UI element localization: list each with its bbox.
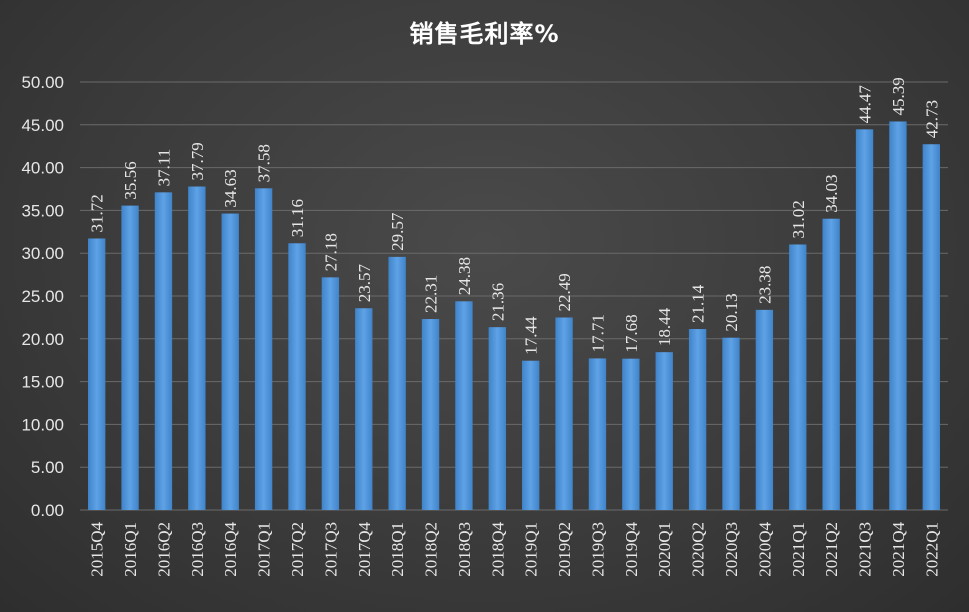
x-tick-label: 2020Q1 (655, 522, 674, 577)
data-label: 23.38 (755, 266, 774, 304)
bar (455, 301, 473, 510)
x-tick-label: 2018Q3 (455, 522, 474, 577)
data-label: 31.16 (288, 199, 307, 237)
x-tick-label: 2019Q1 (522, 522, 541, 577)
bar (755, 309, 774, 510)
x-tick-label: 2019Q4 (622, 522, 641, 577)
x-tick-label: 2016Q2 (154, 522, 173, 577)
bar (588, 358, 607, 510)
data-label: 18.44 (655, 307, 674, 346)
bar (855, 129, 874, 511)
bars (88, 121, 940, 511)
bar (254, 188, 273, 511)
data-label: 20.13 (722, 293, 741, 331)
data-label: 23.57 (355, 263, 374, 302)
bar (488, 327, 506, 510)
x-tick-label: 2021Q2 (822, 522, 841, 577)
data-label: 31.72 (88, 194, 107, 232)
bar (321, 277, 340, 510)
x-tick-label: 2021Q3 (856, 522, 875, 577)
x-tick-label: 2020Q4 (755, 522, 774, 577)
bar (922, 144, 940, 510)
x-tick-label: 2017Q2 (288, 522, 307, 577)
x-tick-label: 2018Q2 (422, 522, 441, 577)
bar (722, 337, 740, 510)
bar (388, 256, 406, 510)
y-tick-label: 20.00 (21, 330, 64, 349)
y-axis-ticks: 0.00 5.00 10.00 15.00 20.00 25.00 30.00 35.00 40… (21, 73, 64, 520)
bar (355, 308, 373, 510)
y-tick-label: 15.00 (21, 373, 64, 392)
y-tick-label: 10.00 (21, 415, 64, 434)
bar (221, 213, 239, 510)
bar (522, 360, 540, 510)
data-label: 21.14 (689, 284, 708, 323)
data-labels: 31.72 35.56 37.11 37.79 34.63 37.58 31.16 27.18… (88, 77, 942, 355)
data-label: 42.73 (922, 100, 941, 138)
bar (154, 192, 173, 511)
bar (622, 358, 640, 510)
y-tick-label: 30.00 (21, 244, 64, 263)
data-label: 44.47 (856, 85, 875, 124)
data-label: 21.36 (488, 283, 507, 321)
bar (789, 244, 807, 510)
x-tick-label: 2017Q3 (321, 522, 340, 577)
bar (188, 186, 206, 511)
x-tick-label: 2017Q1 (255, 522, 274, 577)
data-label: 22.49 (555, 273, 574, 311)
x-tick-label: 2022Q1 (922, 522, 941, 577)
data-label: 37.58 (255, 144, 274, 182)
x-tick-label: 2020Q3 (722, 522, 741, 577)
chart-title: 销售毛利率% (409, 20, 560, 48)
data-label: 24.38 (455, 257, 474, 295)
gridlines (80, 81, 948, 511)
data-label: 34.03 (822, 174, 841, 212)
data-label: 29.57 (388, 212, 407, 251)
bar (288, 243, 306, 511)
bar (688, 329, 707, 510)
x-tick-label: 2019Q2 (555, 522, 574, 577)
y-tick-label: 45.00 (21, 116, 64, 135)
data-label: 34.63 (221, 169, 240, 207)
y-tick-label: 25.00 (21, 287, 64, 306)
y-tick-label: 5.00 (31, 458, 64, 477)
data-label: 35.56 (121, 161, 140, 199)
data-label: 17.44 (522, 316, 541, 355)
data-label: 31.02 (789, 200, 808, 238)
bar (121, 205, 139, 511)
x-tick-label: 2016Q3 (188, 522, 207, 577)
x-tick-label: 2020Q2 (689, 522, 708, 577)
bar (421, 319, 440, 510)
x-tick-label: 2021Q1 (789, 522, 808, 577)
x-tick-label: 2016Q4 (221, 522, 240, 577)
data-label: 27.18 (321, 233, 340, 271)
y-tick-label: 40.00 (21, 159, 64, 178)
x-tick-label: 2015Q4 (88, 522, 107, 577)
x-tick-label: 2019Q3 (588, 522, 607, 577)
data-label: 37.11 (154, 149, 173, 187)
bar (555, 317, 573, 510)
x-tick-label: 2016Q1 (121, 522, 140, 577)
y-tick-label: 50.00 (21, 73, 64, 92)
bar (655, 352, 673, 510)
y-tick-label: 35.00 (21, 201, 64, 220)
x-tick-label: 2018Q1 (388, 522, 407, 577)
bar (889, 121, 907, 510)
x-axis-ticks: 2015Q4 2016Q1 2016Q2 2016Q3 2016Q4 2017Q1 2017… (88, 522, 942, 577)
data-label: 17.71 (588, 314, 607, 352)
data-label: 22.31 (422, 275, 441, 313)
bar (822, 218, 840, 511)
data-label: 17.68 (622, 314, 641, 352)
data-label: 45.39 (889, 77, 908, 115)
y-tick-label: 0.00 (31, 501, 64, 520)
data-label: 37.79 (188, 142, 207, 180)
bar (88, 238, 106, 510)
x-tick-label: 2021Q4 (889, 522, 908, 577)
x-tick-label: 2017Q4 (355, 522, 374, 577)
x-tick-label: 2018Q4 (488, 522, 507, 577)
